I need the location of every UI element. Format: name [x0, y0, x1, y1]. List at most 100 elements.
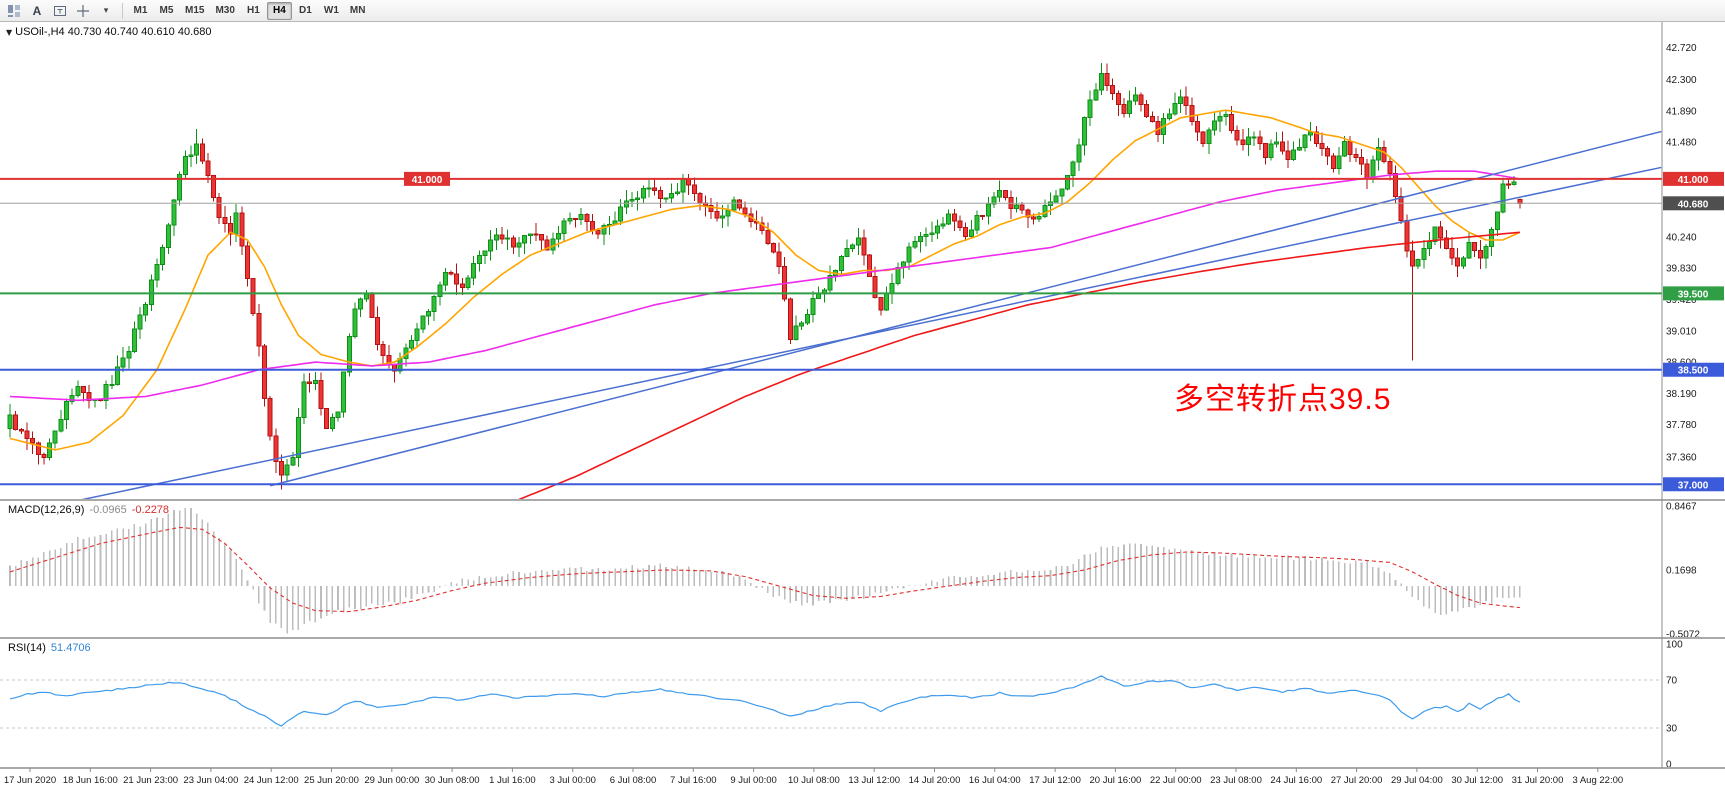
- time-axis-label: 29 Jun 00:00: [364, 775, 419, 786]
- timeframe-m5-button[interactable]: M5: [159, 5, 174, 16]
- price-badge-38.500: [1663, 362, 1724, 377]
- tile-windows-icon: [8, 4, 20, 17]
- text-annotation-object[interactable]: 多空转折点39.5: [1174, 383, 1392, 416]
- crosshair-icon: [77, 4, 89, 17]
- text-annotation-button[interactable]: A: [26, 1, 48, 20]
- price-axis-label: 39.420: [1666, 295, 1697, 306]
- rsi-indicator-label: RSI(14) 51.4706: [8, 642, 91, 654]
- time-axis-label: 23 Jun 04:00: [183, 775, 238, 786]
- time-axis-label: 9 Jul 00:00: [730, 775, 776, 786]
- time-axis-label: 30 Jun 08:00: [425, 775, 480, 786]
- toolbar-icon-group: A ▾: [3, 1, 117, 20]
- time-axis-label: 13 Jul 12:00: [848, 775, 900, 786]
- rsi-line: [9, 675, 1521, 727]
- macd-signal-value: -0.2278: [131, 504, 170, 516]
- ma-slow-line: [518, 231, 1520, 500]
- timeframe-m1-button[interactable]: M1: [133, 5, 148, 16]
- timeframe-button-group: M1 M5 M15 M30 H1 H4 D1 W1 MN: [128, 1, 370, 20]
- rsi-name: RSI(14): [8, 642, 46, 654]
- crosshair-button[interactable]: [72, 1, 94, 20]
- drawing-tools-dropdown-button[interactable]: ▾: [95, 1, 117, 20]
- rsi-scale-label: 0: [1666, 760, 1672, 771]
- rsi-value: 51.4706: [50, 642, 91, 654]
- toolbar-separator: [122, 2, 123, 19]
- price-badge-40.680: [1663, 196, 1724, 211]
- price-axis-label: 40.240: [1666, 232, 1697, 243]
- timeframe-d1-button[interactable]: D1: [299, 5, 312, 16]
- price-axis-label: 42.300: [1666, 75, 1697, 86]
- time-axis-label: 29 Jul 04:00: [1391, 775, 1443, 786]
- time-axis-label: 30 Jul 12:00: [1451, 775, 1503, 786]
- ascending-trendline-2[interactable]: [10, 166, 1662, 514]
- price-axis-label: 42.720: [1666, 43, 1697, 54]
- time-axis-label: 27 Jul 20:00: [1331, 775, 1383, 786]
- time-axis-label: 23 Jul 08:00: [1210, 775, 1262, 786]
- time-axis-label: 14 Jul 20:00: [909, 775, 961, 786]
- time-axis-label: 31 Jul 20:00: [1512, 775, 1564, 786]
- time-axis-label: 24 Jun 12:00: [244, 775, 299, 786]
- rsi-scale-label: 70: [1666, 676, 1678, 687]
- time-axis-label: 18 Jun 16:00: [63, 775, 118, 786]
- timeframe-h1-button[interactable]: H1: [247, 5, 260, 16]
- time-axis-label: 25 Jun 20:00: [304, 775, 359, 786]
- template-icon: [54, 5, 66, 16]
- price-badge-37.000: [1663, 477, 1724, 492]
- ma-fast-line: [9, 109, 1521, 451]
- chart-title: ▼ USOil-,H4 40.730 40.740 40.610 40.680: [6, 26, 211, 38]
- time-axis-label: 6 Jul 08:00: [610, 775, 656, 786]
- drawing-tools-dropdown-icon: ▾: [103, 5, 109, 16]
- ascending-trendline-1[interactable]: [269, 130, 1662, 487]
- price-badge-41.000: [1663, 171, 1724, 186]
- price-axis-label: 38.190: [1666, 389, 1697, 400]
- macd-signal-line: [9, 526, 1520, 613]
- time-axis-label: 1 Jul 16:00: [489, 775, 535, 786]
- svg-text:41.000: 41.000: [1678, 175, 1709, 186]
- svg-text:41.000: 41.000: [412, 175, 443, 186]
- macd-scale-label: 0.1698: [1666, 565, 1697, 576]
- macd-main-value: -0.0965: [89, 504, 127, 516]
- time-axis-label: 16 Jul 04:00: [969, 775, 1021, 786]
- time-axis-label: 24 Jul 16:00: [1270, 775, 1322, 786]
- price-axis-label: 37.360: [1666, 452, 1697, 463]
- price-axis-label: 39.830: [1666, 264, 1697, 275]
- timeframe-w1-button[interactable]: W1: [323, 5, 339, 16]
- macd-scale-label: -0.5072: [1666, 630, 1700, 641]
- macd-name: MACD(12,26,9): [8, 504, 85, 516]
- hline-on-line-label: [404, 171, 450, 186]
- timeframe-h4-button[interactable]: H4: [266, 1, 292, 20]
- svg-text:39.500: 39.500: [1678, 289, 1709, 300]
- time-axis-label: 17 Jul 12:00: [1029, 775, 1081, 786]
- chart-area: 41.000 42.720 42.300 41.890 41.480 40.240 39.8…: [0, 22, 1725, 792]
- time-axis-label: 3 Aug 22:00: [1572, 775, 1623, 786]
- price-axis-label: 41.480: [1666, 138, 1697, 149]
- macd-indicator-label: MACD(12,26,9) -0.0965 -0.2278: [8, 504, 169, 516]
- chart-menu-triangle-icon[interactable]: ▼: [6, 28, 13, 37]
- price-axis-label: 41.890: [1666, 106, 1697, 117]
- time-axis-label: 21 Jun 23:00: [123, 775, 178, 786]
- time-axis-label: 7 Jul 16:00: [670, 775, 716, 786]
- price-axis-label: 37.780: [1666, 420, 1697, 431]
- timeframe-mn-button[interactable]: MN: [349, 5, 366, 16]
- time-axis-label: 20 Jul 16:00: [1090, 775, 1142, 786]
- time-axis-label: 17 Jun 2020: [4, 775, 56, 786]
- template-button[interactable]: [49, 1, 71, 20]
- svg-text:40.680: 40.680: [1678, 199, 1709, 210]
- time-axis-label: 22 Jul 00:00: [1150, 775, 1202, 786]
- chart-canvas[interactable]: 41.000 42.720 42.300 41.890 41.480 40.240 39.8…: [0, 22, 1725, 792]
- macd-scale-label: 0.8467: [1666, 502, 1697, 513]
- timeframe-m15-button[interactable]: M15: [185, 5, 205, 16]
- text-annotation-icon: A: [32, 3, 42, 18]
- svg-text:38.500: 38.500: [1678, 366, 1709, 377]
- rsi-scale-label: 30: [1666, 724, 1678, 735]
- rsi-scale-label: 100: [1666, 640, 1683, 651]
- timeframe-m30-button[interactable]: M30: [215, 5, 235, 16]
- chart-symbol-period: USOil-,H4: [15, 26, 65, 38]
- chart-ohlc-values: 40.730 40.740 40.610 40.680: [67, 26, 212, 38]
- svg-text:37.000: 37.000: [1678, 480, 1709, 491]
- macd-histogram: [9, 507, 1521, 634]
- time-axis-label: 3 Jul 00:00: [549, 775, 595, 786]
- price-badge-39.500: [1663, 286, 1724, 301]
- tile-windows-button[interactable]: [3, 1, 25, 20]
- candlestick-series: [7, 62, 1523, 490]
- toolbar: A ▾ M1 M5 M15 M30 H1 H4 D1 W1 MN: [0, 0, 1725, 22]
